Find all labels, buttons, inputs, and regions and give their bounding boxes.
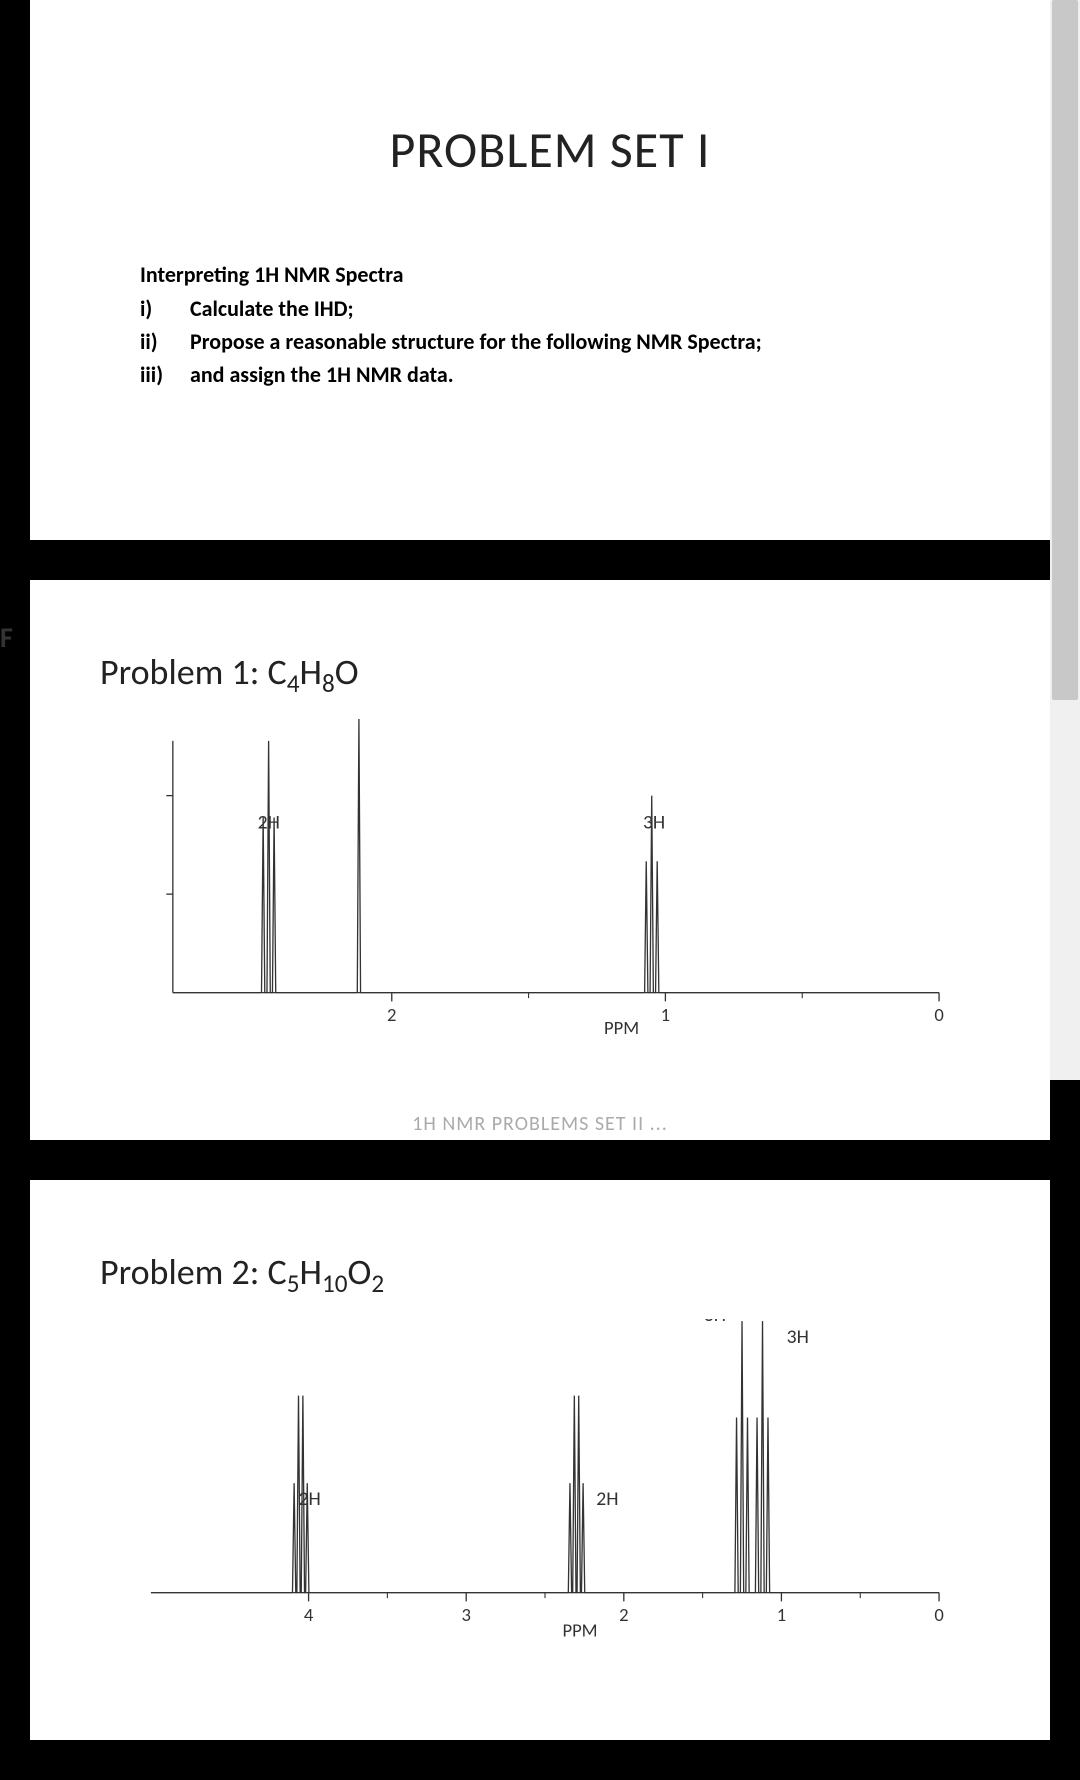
instruction-text: Calculate the IHD;	[190, 294, 354, 325]
svg-text:PPM: PPM	[562, 1619, 597, 1642]
formula-sub: 5	[287, 1268, 300, 1299]
svg-text:0: 0	[934, 1003, 943, 1026]
section-header: Interpreting 1H NMR Spectra	[140, 261, 960, 288]
spectrum-1-svg: 210PPM2H3H3H	[140, 719, 950, 1047]
svg-text:3H: 3H	[643, 811, 665, 835]
formula-part: H	[300, 1250, 322, 1294]
document-title: PROBLEM SET I	[140, 120, 960, 181]
svg-text:1: 1	[661, 1003, 670, 1026]
svg-text:2H: 2H	[258, 811, 280, 835]
svg-text:2H: 2H	[596, 1487, 618, 1511]
svg-text:2: 2	[619, 1603, 628, 1626]
formula-part: O	[348, 1250, 372, 1294]
svg-text:2H: 2H	[299, 1487, 321, 1511]
background-edge-text: F	[0, 620, 28, 655]
scrollbar-track[interactable]	[1050, 0, 1080, 1080]
svg-text:2: 2	[387, 1003, 396, 1026]
svg-text:3H: 3H	[704, 1319, 726, 1327]
page-3: Problem 2: C5H10O2 43210PPM2H2H3H3H	[30, 1180, 1050, 1740]
instruction-num: iii)	[140, 360, 190, 391]
instruction-row: ii) Propose a reasonable structure for t…	[140, 327, 960, 358]
formula-part: H	[300, 650, 322, 694]
spectrum-2: 4 3 2 1 0 PPM 2H 2H 3H 3H	[140, 1319, 950, 1650]
svg-text:3H: 3H	[787, 1325, 809, 1349]
problem-1-title: Problem 1: C4H8O	[100, 650, 970, 699]
instruction-text: and assign the 1H NMR data.	[190, 360, 454, 391]
formula-sub: 10	[322, 1268, 348, 1299]
spectrum-1: 210PPM2H3H3H	[140, 719, 950, 1047]
instruction-num: ii)	[140, 327, 190, 358]
formula-part: O	[335, 650, 359, 694]
page-2: Problem 1: C4H8O 210PPM2H3H3H 1H NMR PRO…	[30, 580, 1050, 1140]
instruction-text: Propose a reasonable structure for the f…	[190, 327, 762, 358]
svg-text:PPM: PPM	[604, 1016, 639, 1039]
instruction-row: i) Calculate the IHD;	[140, 294, 960, 325]
formula-sub: 4	[287, 668, 300, 699]
formula-sub: 2	[371, 1268, 384, 1299]
spectrum-2-svg: 4 3 2 1 0 PPM 2H 2H 3H 3H	[140, 1319, 950, 1650]
svg-text:1: 1	[777, 1603, 786, 1626]
svg-text:4: 4	[304, 1603, 314, 1626]
svg-text:3: 3	[461, 1603, 470, 1626]
instruction-row: iii) and assign the 1H NMR data.	[140, 360, 960, 391]
problem-2-title: Problem 2: C5H10O2	[100, 1250, 970, 1299]
instructions-list: i) Calculate the IHD; ii) Propose a reas…	[140, 294, 960, 390]
svg-text:0: 0	[934, 1603, 943, 1626]
page-1: PROBLEM SET I Interpreting 1H NMR Spectr…	[30, 0, 1050, 540]
page-watermark: 1H NMR PROBLEMS SET II ...	[412, 1112, 668, 1136]
instruction-num: i)	[140, 294, 190, 325]
problem-title-prefix: Problem 1: C	[100, 650, 287, 694]
problem-title-prefix: Problem 2: C	[100, 1250, 287, 1294]
formula-sub: 8	[322, 668, 335, 699]
scrollbar-thumb[interactable]	[1052, 0, 1078, 700]
